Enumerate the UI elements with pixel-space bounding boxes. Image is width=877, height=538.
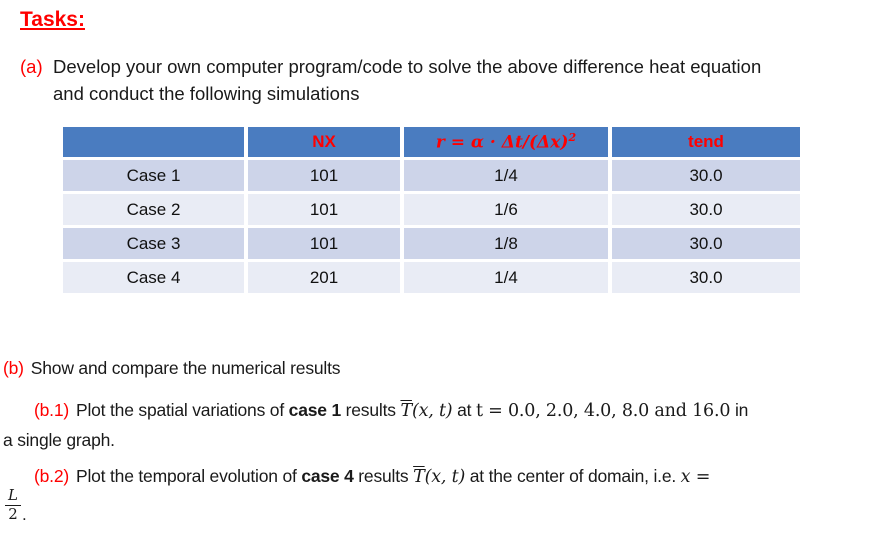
cell-nx: 101 bbox=[248, 194, 400, 225]
table-row-case-1: Case 1 101 1/4 30.0 bbox=[63, 160, 800, 191]
b2-T-bar-symbol: T bbox=[413, 467, 425, 487]
table-header-r-formula: r = α · Δt/(Δx)2 bbox=[404, 127, 608, 157]
cell-tend: 30.0 bbox=[612, 194, 800, 225]
b1-results-text: results bbox=[340, 400, 401, 420]
b1-t-values: t = 0.0, 2.0, 4.0, 8.0 and 16.0 bbox=[475, 401, 731, 421]
task-b2-text: Plot the temporal evolution of case 4 re… bbox=[75, 466, 711, 487]
cell-tend: 30.0 bbox=[612, 262, 800, 293]
cell-case-label: Case 3 bbox=[63, 228, 244, 259]
cell-r: 1/8 bbox=[404, 228, 608, 259]
fraction-numerator: L bbox=[5, 487, 21, 506]
b2-results-text: results bbox=[353, 466, 414, 486]
b2-post-text: at the center of domain, i.e. bbox=[465, 466, 681, 486]
simulation-cases-table: NX r = α · Δt/(Δx)2 tend Case 1 101 1/4 … bbox=[59, 124, 804, 296]
fraction-period: . bbox=[21, 504, 27, 524]
task-b1-wrap-line: a single graph. bbox=[3, 430, 115, 450]
b1-pre-text: Plot the spatial variations of bbox=[75, 400, 289, 420]
b1-tail-text: in bbox=[730, 400, 749, 420]
b2-math-args: (x, t) bbox=[424, 467, 466, 487]
task-b2-paragraph: (b.2) Plot the temporal evolution of case… bbox=[3, 466, 877, 487]
table-header-tend: tend bbox=[612, 127, 800, 157]
cell-case-label: Case 1 bbox=[63, 160, 244, 191]
cell-r: 1/4 bbox=[404, 160, 608, 191]
table-header-row: NX r = α · Δt/(Δx)2 tend bbox=[63, 127, 800, 157]
cell-nx: 101 bbox=[248, 228, 400, 259]
task-a-paragraph: (a) Develop your own computer program/co… bbox=[20, 53, 865, 107]
b1-case-bold: case 1 bbox=[288, 400, 342, 420]
b1-at-text: at bbox=[452, 400, 476, 420]
table-row-case-3: Case 3 101 1/8 30.0 bbox=[63, 228, 800, 259]
cell-r: 1/4 bbox=[404, 262, 608, 293]
task-b-marker: (b) bbox=[3, 358, 24, 378]
table-header-empty bbox=[63, 127, 244, 157]
table-header-nx: NX bbox=[248, 127, 400, 157]
r-formula-exponent: 2 bbox=[568, 131, 577, 145]
cell-tend: 30.0 bbox=[612, 228, 800, 259]
task-b1-marker: (b.1) bbox=[34, 400, 69, 420]
cell-nx: 101 bbox=[248, 160, 400, 191]
table-row-case-4: Case 4 201 1/4 30.0 bbox=[63, 262, 800, 293]
b1-T-bar-symbol: T bbox=[400, 401, 412, 421]
task-a-text: Develop your own computer program/code t… bbox=[53, 53, 761, 107]
b2-pre-text: Plot the temporal evolution of bbox=[75, 466, 302, 486]
b2-case-bold: case 4 bbox=[301, 466, 354, 486]
cell-nx: 201 bbox=[248, 262, 400, 293]
cases-table-container: NX r = α · Δt/(Δx)2 tend Case 1 101 1/4 … bbox=[59, 124, 804, 296]
page-title: Tasks: bbox=[20, 8, 85, 31]
task-b-paragraph: (b) Show and compare the numerical result… bbox=[3, 358, 873, 379]
b2-x-equals: x = bbox=[680, 467, 711, 487]
task-b-text: Show and compare the numerical results bbox=[30, 358, 341, 378]
cell-r: 1/6 bbox=[404, 194, 608, 225]
r-formula-text: r = α · Δt/(Δx) bbox=[435, 132, 569, 153]
task-b1-text: Plot the spatial variations of case 1 re… bbox=[75, 400, 749, 421]
task-a-line1: Develop your own computer program/code t… bbox=[53, 56, 762, 77]
task-b2-marker: (b.2) bbox=[34, 466, 69, 486]
table-row-case-2: Case 2 101 1/6 30.0 bbox=[63, 194, 800, 225]
task-a-line2: and conduct the following simulations bbox=[53, 83, 360, 104]
cell-case-label: Case 2 bbox=[63, 194, 244, 225]
cell-case-label: Case 4 bbox=[63, 262, 244, 293]
fraction-denominator: 2 bbox=[8, 504, 18, 523]
task-b1-paragraph: (b.1) Plot the spatial variations of case… bbox=[3, 400, 877, 421]
cell-tend: 30.0 bbox=[612, 160, 800, 191]
task-a-marker: (a) bbox=[20, 56, 43, 77]
b1-math-args: (x, t) bbox=[411, 401, 453, 421]
